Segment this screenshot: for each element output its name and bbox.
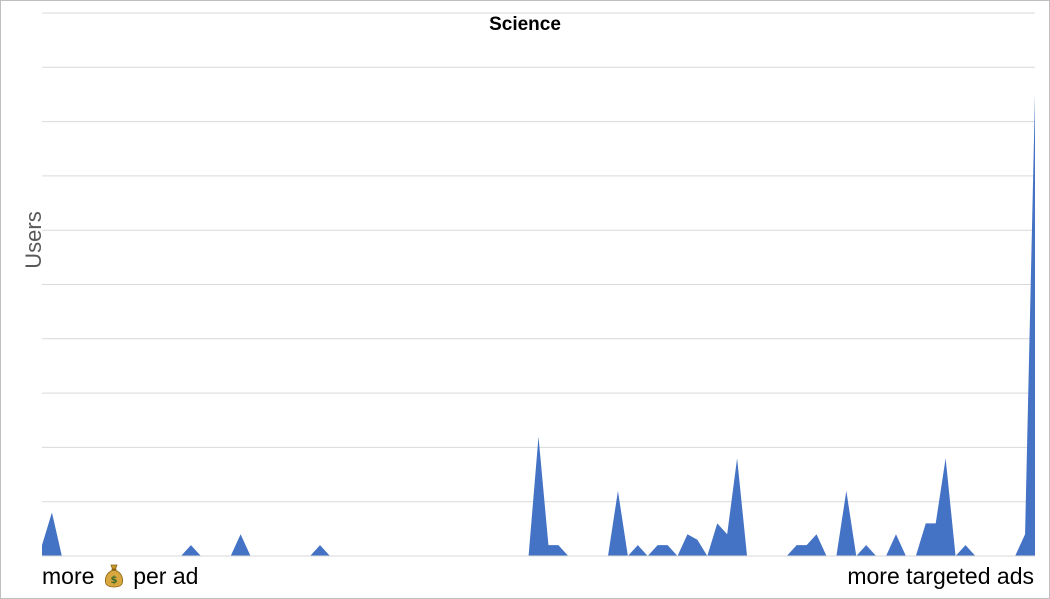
money-bag-icon: $ <box>104 564 124 588</box>
svg-text:$: $ <box>110 575 117 586</box>
series-area <box>42 94 1035 556</box>
x-label-left-before: more <box>42 563 95 589</box>
gridlines <box>42 12 1035 503</box>
x-axis-label-left: more $ per ad <box>42 563 198 590</box>
chart-title: Science <box>489 14 561 35</box>
series-area-path <box>42 94 1035 556</box>
x-label-left-after: per ad <box>133 563 199 589</box>
x-axis-label-right: more targeted ads <box>847 563 1034 589</box>
